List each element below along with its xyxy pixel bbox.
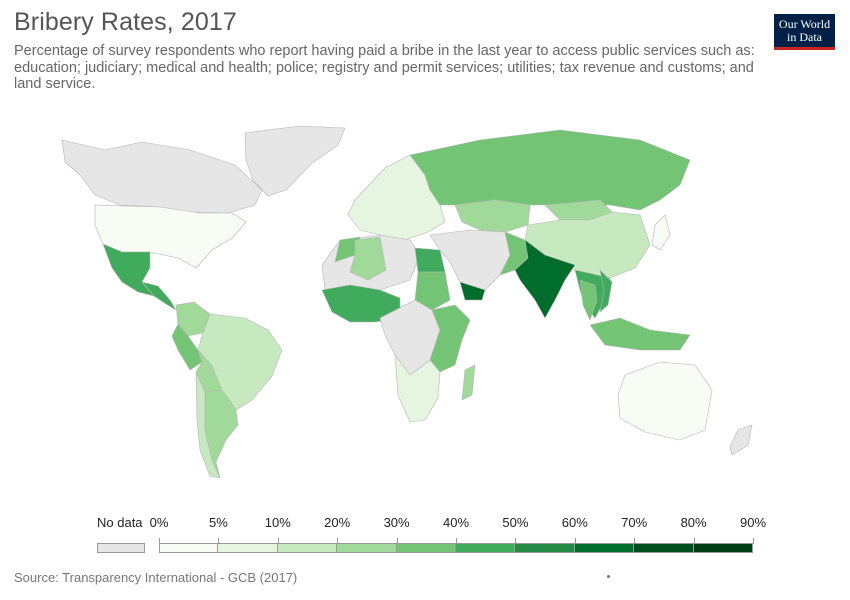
region-japan[interactable] (651, 214, 671, 251)
legend-swatch (515, 543, 575, 553)
legend-swatch (396, 543, 456, 553)
legend-swatch (218, 543, 278, 553)
legend-tick (693, 538, 695, 544)
legend-label: 5% (208, 515, 228, 530)
legend-swatch (456, 543, 516, 553)
legend-label: 90% (739, 515, 767, 530)
legend-label: 60% (561, 515, 588, 530)
legend-tick (753, 538, 754, 544)
region-mexico[interactable] (102, 243, 155, 297)
legend-swatch (337, 543, 397, 553)
region-argentina[interactable] (204, 389, 239, 479)
legend-swatch (574, 543, 635, 553)
region-greenland[interactable] (244, 125, 346, 197)
legend-label: 50% (502, 515, 529, 530)
legend-nodata-swatch (97, 543, 145, 553)
region-central-america[interactable] (141, 281, 177, 311)
region-india[interactable] (514, 239, 576, 319)
region-middle-east[interactable] (429, 229, 511, 291)
legend-tick (277, 538, 279, 544)
legend-tick (396, 538, 398, 544)
region-thailand[interactable] (579, 279, 598, 321)
legend-tick (634, 538, 636, 544)
region-yemen[interactable] (459, 281, 486, 301)
legend-tick (515, 538, 517, 544)
region-indonesia[interactable] (589, 317, 691, 351)
legend-label: 40% (442, 515, 470, 530)
chart-title: Bribery Rates, 2017 (14, 8, 237, 36)
legend-label: 0% (149, 515, 169, 530)
region-algeria[interactable] (349, 236, 387, 281)
region-peru[interactable] (171, 323, 203, 371)
legend-nodata-label: No data (97, 515, 143, 530)
chart-subtitle: Percentage of survey respondents who rep… (14, 43, 755, 92)
logo-line-1: Our World (778, 17, 831, 31)
legend-swatch (693, 543, 753, 553)
region-sudan[interactable] (414, 271, 451, 311)
world-map[interactable] (0, 100, 850, 510)
legend-swatch (159, 543, 219, 553)
legend-label: 70% (621, 515, 648, 530)
region-russia[interactable] (409, 129, 691, 211)
legend-tick (218, 538, 220, 544)
legend-tick (337, 538, 339, 544)
footer-dot (607, 575, 610, 578)
region-kazakhstan[interactable] (454, 199, 531, 233)
region-australia[interactable] (617, 361, 713, 441)
legend-label: 80% (680, 515, 707, 530)
legend-tick (456, 538, 457, 544)
logo-line-2: in Data (787, 30, 822, 44)
legend-tick (159, 538, 160, 544)
legend-label: 20% (324, 515, 351, 530)
region-madagascar[interactable] (461, 364, 476, 401)
region-east-africa[interactable] (429, 304, 471, 373)
source-note[interactable]: Source: Transparency International - GCB… (14, 570, 298, 585)
region-brazil[interactable] (197, 313, 283, 411)
legend-tick (574, 538, 576, 544)
legend-swatch (277, 543, 338, 553)
region-vietnam[interactable] (599, 269, 613, 313)
legend-label: 10% (264, 515, 291, 530)
region-southern-africa[interactable] (394, 354, 441, 423)
legend-label: 30% (383, 515, 410, 530)
region-new-zealand[interactable] (729, 424, 753, 456)
legend-swatch (634, 543, 694, 553)
owid-logo[interactable]: Our World in Data (774, 14, 835, 50)
region-canada[interactable] (61, 139, 263, 214)
region-egypt[interactable] (414, 247, 446, 273)
